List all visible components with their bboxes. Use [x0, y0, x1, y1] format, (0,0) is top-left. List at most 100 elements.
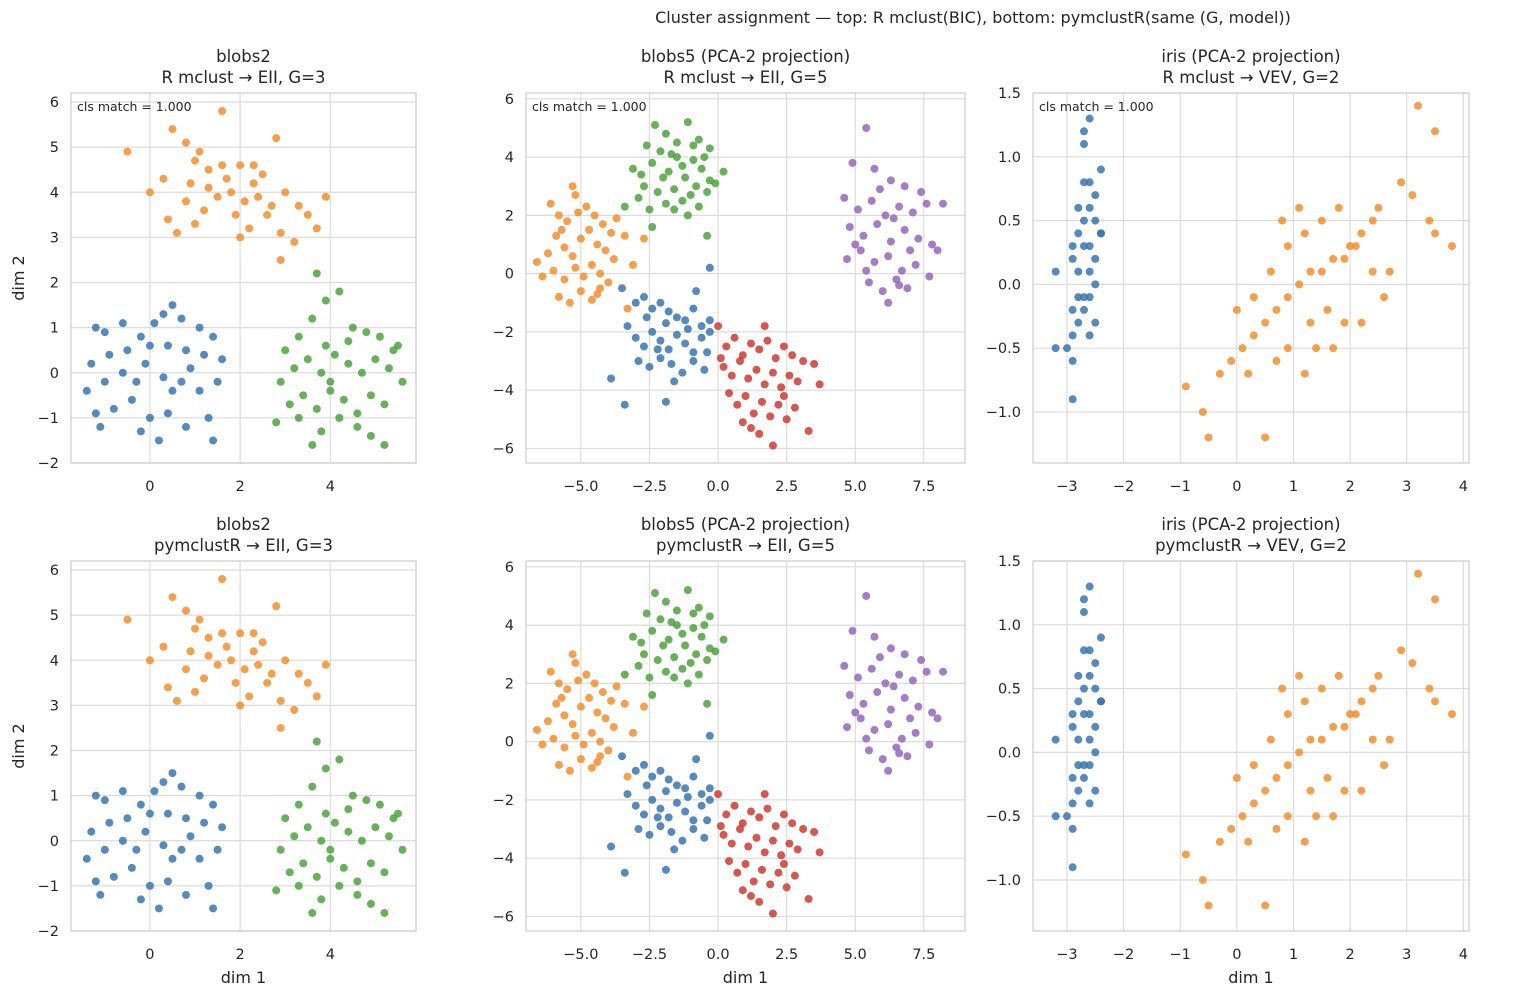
data-point	[571, 263, 580, 272]
data-point	[656, 298, 665, 307]
data-point	[1300, 837, 1309, 846]
data-point	[1357, 318, 1366, 327]
data-point	[582, 202, 591, 211]
data-point	[725, 857, 734, 866]
y-tick-label: 1.5	[998, 86, 1021, 102]
data-point	[380, 868, 389, 877]
data-point	[335, 413, 344, 422]
data-point	[661, 397, 670, 406]
data-point	[903, 752, 912, 761]
data-point	[694, 603, 703, 612]
data-point	[697, 632, 706, 641]
data-point	[109, 404, 118, 413]
data-point	[1079, 773, 1088, 782]
data-point	[145, 341, 154, 350]
data-point	[697, 322, 706, 331]
data-point	[375, 332, 384, 341]
data-point	[922, 667, 931, 676]
x-tick-label: 0	[145, 947, 154, 963]
data-point	[705, 731, 714, 740]
data-point	[755, 897, 764, 906]
data-point	[659, 173, 668, 182]
data-point	[598, 220, 607, 229]
data-point	[631, 801, 640, 810]
data-point	[648, 691, 657, 700]
panel-title-line: blobs2	[216, 47, 271, 66]
data-point	[843, 255, 852, 264]
data-point	[705, 784, 714, 793]
data-point	[862, 591, 871, 600]
data-point	[182, 138, 190, 147]
panel-title-line: R mclust → VEV, G=2	[1163, 68, 1340, 87]
data-point	[851, 240, 860, 249]
data-point	[1329, 812, 1338, 821]
data-point	[771, 354, 780, 363]
data-point	[204, 881, 213, 890]
data-point	[177, 377, 186, 386]
data-point	[1431, 697, 1440, 706]
scatter-panel-1: −5.0 −2.5 0.0 2.5 5.0 7.5 −6 −4 −2 0 2 4 6 blobs5 (PC…	[493, 47, 966, 495]
data-point	[362, 796, 371, 805]
data-point	[618, 752, 627, 761]
data-point	[218, 823, 227, 832]
y-tick-label: −2	[493, 325, 514, 341]
data-point	[864, 278, 873, 287]
data-point	[123, 147, 132, 156]
data-point	[639, 292, 648, 301]
data-point	[222, 174, 231, 183]
data-point	[1283, 761, 1292, 770]
data-point	[862, 123, 871, 132]
data-point	[549, 266, 558, 275]
data-point	[1062, 812, 1071, 821]
data-point	[1351, 242, 1360, 251]
data-point	[1357, 697, 1366, 706]
data-point	[681, 173, 690, 182]
data-point	[294, 800, 303, 809]
data-point	[694, 202, 703, 211]
data-point	[727, 371, 736, 380]
data-point	[290, 364, 299, 373]
data-point	[845, 691, 854, 700]
data-point	[168, 386, 177, 395]
cluster-1-points	[1181, 101, 1457, 442]
data-point	[1079, 305, 1088, 314]
data-point	[870, 725, 879, 734]
data-point	[1272, 305, 1281, 314]
data-point	[1397, 178, 1406, 187]
y-tick-label: 1	[50, 321, 59, 337]
cluster-3-points	[714, 322, 824, 450]
data-point	[1329, 254, 1338, 263]
data-point	[326, 845, 335, 854]
data-point	[200, 206, 209, 215]
data-point	[908, 676, 917, 685]
data-point	[1068, 331, 1077, 340]
data-point	[100, 328, 109, 337]
data-point	[779, 342, 788, 351]
data-point	[629, 260, 638, 269]
data-point	[344, 337, 353, 346]
data-point	[576, 702, 585, 711]
data-point	[1368, 267, 1377, 276]
data-point	[571, 731, 580, 740]
data-point	[683, 792, 692, 801]
data-point	[1397, 646, 1406, 655]
y-tick-label: 1.0	[998, 618, 1021, 634]
data-point	[593, 240, 602, 249]
data-point	[779, 859, 788, 868]
data-point	[1074, 786, 1083, 795]
data-point	[380, 908, 389, 917]
data-point	[145, 656, 154, 665]
data-point	[1272, 824, 1281, 833]
data-point	[1051, 812, 1060, 821]
data-point	[204, 165, 213, 174]
data-point	[1261, 433, 1270, 442]
x-tick-label: 0.0	[707, 479, 730, 495]
data-point	[736, 357, 745, 366]
data-point	[755, 429, 764, 438]
data-point	[1091, 722, 1100, 731]
data-point	[1385, 267, 1394, 276]
data-point	[738, 418, 747, 427]
data-point	[664, 345, 673, 354]
y-tick-label: 0	[50, 834, 59, 850]
data-point	[1340, 722, 1349, 731]
